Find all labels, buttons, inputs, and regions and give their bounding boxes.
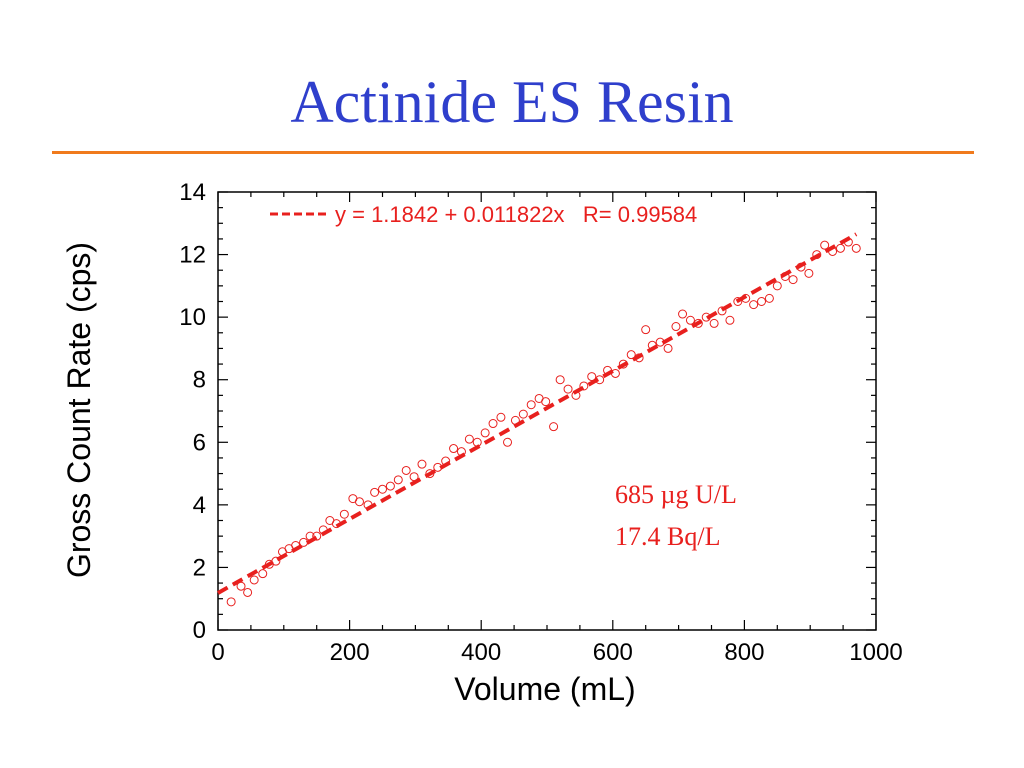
data-point [480,428,490,438]
y-tick-label: 6 [193,429,206,456]
data-point [717,306,727,316]
data-point [749,300,759,310]
data-point [312,531,322,541]
data-point [243,587,253,597]
x-axis-title: Volume (mL) [454,671,635,707]
data-point [772,281,782,291]
slide-title: Actinide ES Resin [290,69,734,135]
data-point [393,475,403,485]
data-point [733,297,743,306]
x-tick-label: 800 [724,639,764,666]
data-point [354,497,364,507]
y-tick-label: 0 [193,617,206,644]
x-tick-label: 200 [330,639,370,666]
y-tick-label: 4 [193,492,206,519]
data-point [820,240,830,250]
plot-frame [217,191,877,631]
data-point [518,409,528,419]
data-point [851,243,861,253]
data-points [226,237,861,607]
fit-equation-label: y = 1.1842 + 0.011822x R= 0.99584 [335,202,697,227]
data-point [401,465,411,475]
plot-frame-border [217,191,877,631]
data-point [549,422,559,432]
data-point [464,434,474,444]
data-point [709,318,719,328]
data-point [671,322,681,332]
title-rule [52,151,974,154]
legend: y = 1.1842 + 0.011822x R= 0.99584 [270,202,697,227]
data-point [385,481,395,491]
data-point [488,419,498,429]
data-point [764,293,774,303]
x-tick-label: 0 [211,639,224,666]
data-point [526,400,536,410]
data-point [685,315,695,325]
data-point [678,309,688,319]
data-point [555,375,565,385]
x-axis: 0 200 400 600 800 1000 [211,192,903,666]
x-tick-label: 1000 [849,639,902,666]
data-point [378,484,387,494]
data-point [503,437,513,447]
data-point [249,575,259,585]
data-point [804,268,814,278]
annotation-concentration: 685 µg U/L [615,480,737,509]
y-tick-label: 12 [179,242,206,269]
x-tick-label: 600 [593,639,633,666]
data-point [541,397,551,407]
data-point [641,325,651,335]
data-point [339,509,349,519]
data-point [579,381,589,391]
data-point [417,459,427,469]
y-tick-label: 14 [179,179,206,206]
y-axis-title: Gross Count Rate (cps) [61,242,97,578]
data-point [271,556,281,566]
data-point [757,297,767,306]
data-point [788,275,798,285]
data-point [835,243,845,253]
data-point [370,487,380,497]
y-tick-label: 10 [179,304,206,331]
y-tick-label: 8 [193,367,206,394]
data-point [663,343,673,353]
data-point [258,569,268,579]
data-point [496,412,506,422]
data-point [563,384,573,394]
annotation-activity: 17.4 Bq/L [615,522,720,551]
y-tick-label: 2 [193,554,206,581]
data-point [226,597,236,607]
x-tick-label: 400 [461,639,501,666]
data-point [626,350,636,360]
data-point [725,315,735,325]
fit-line-group [217,232,858,595]
fit-line [217,232,858,595]
data-point [449,444,459,454]
y-axis: 0 2 4 6 8 10 12 14 [179,179,876,644]
